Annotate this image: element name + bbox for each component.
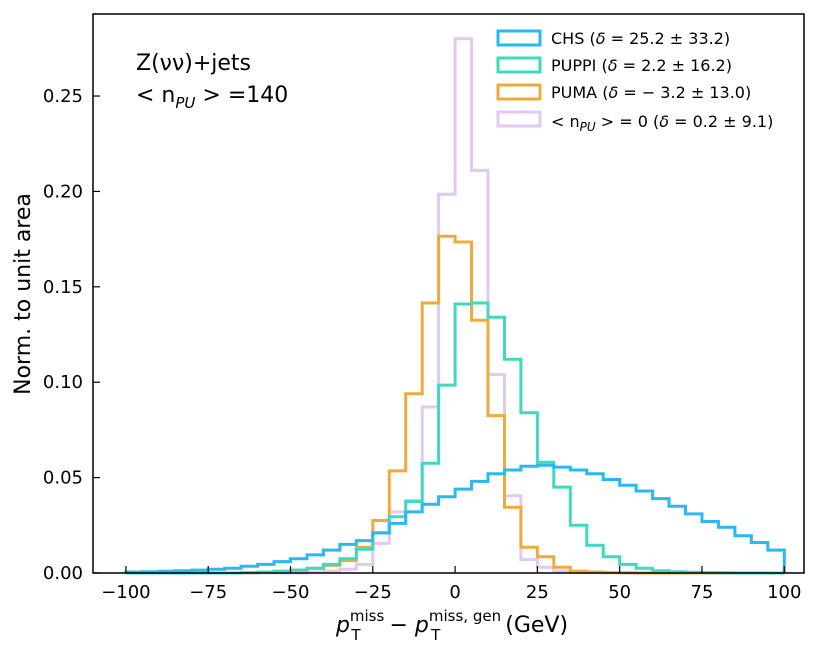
x-tick-label: −25 — [354, 582, 392, 603]
y-tick-label: 0.05 — [43, 468, 83, 489]
y-tick-label: 0.25 — [43, 86, 83, 107]
series-puppi — [125, 301, 785, 575]
legend: CHS (δ = 25.2 ± 33.2) PUPPI (δ = 2.2 ± 1… — [496, 29, 773, 134]
x-tick-label: 25 — [526, 582, 549, 603]
x-tick-label: 100 — [767, 582, 801, 603]
legend-label-puppi: PUPPI (δ = 2.2 ± 16.2) — [551, 56, 732, 75]
series-chs — [124, 463, 786, 574]
x-tick-label: −100 — [101, 582, 150, 603]
x-tick-label: 75 — [691, 582, 714, 603]
legend-label-chs: CHS (δ = 25.2 ± 33.2) — [551, 29, 730, 48]
x-tick-label: 50 — [608, 582, 631, 603]
y-axis-title: Norm. to unit area — [11, 193, 36, 395]
x-axis-title: pmiss T − pmiss, gen T (GeV) — [335, 607, 568, 644]
legend-label-puma: PUMA (δ = − 3.2 ± 13.0) — [551, 83, 751, 102]
ticks-layer: −100 −75 −50 −25 0 25 50 75 100 0.00 0.05 0.10 0.15 0… — [43, 86, 802, 603]
y-tick-label: 0.20 — [43, 181, 83, 202]
legend-swatch-chs — [496, 29, 542, 47]
annotation-line1: Z(νν)+jets — [136, 51, 251, 76]
x-tick-label: −50 — [272, 582, 310, 603]
series-puma — [125, 234, 785, 575]
x-tick-label: 0 — [449, 582, 460, 603]
annotation-line2: < nPU > =140 — [136, 83, 288, 112]
y-tick-label: 0.15 — [43, 277, 83, 298]
plot-frame — [92, 13, 805, 574]
legend-swatch-puppi — [496, 56, 542, 74]
legend-swatch-nopu — [496, 110, 542, 128]
legend-label-nopu: < nPU > = 0 (δ = 0.2 ± 9.1) — [551, 112, 773, 134]
legend-swatch-puma — [496, 83, 542, 101]
y-tick-label: 0.00 — [43, 563, 83, 584]
x-tick-label: −75 — [189, 582, 227, 603]
y-tick-label: 0.10 — [43, 372, 83, 393]
